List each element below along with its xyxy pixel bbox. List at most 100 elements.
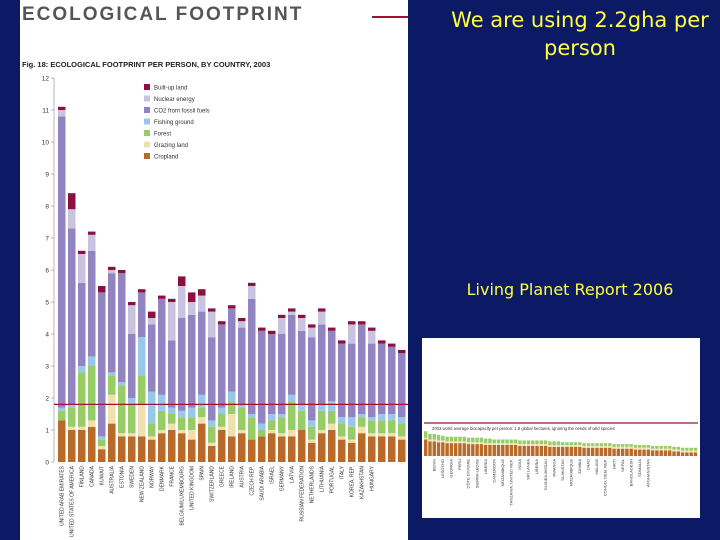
inset-bar-segment <box>676 449 681 452</box>
inset-bar-segment <box>496 443 501 445</box>
inset-x-tick-label: MOZAMBIQUE <box>500 459 505 487</box>
bar-segment <box>288 436 296 462</box>
inset-bar-segment <box>659 448 663 451</box>
inset-bar-segment <box>663 445 668 449</box>
bar-segment <box>388 436 396 462</box>
bar-segment <box>148 439 156 462</box>
inset-bar-segment <box>522 444 526 446</box>
inset-bar-segment <box>586 447 591 456</box>
bar-segment <box>378 414 386 421</box>
inset-bar-segment <box>522 440 526 445</box>
bar-segment <box>148 423 156 437</box>
bar-segment <box>288 394 296 402</box>
bar-segment <box>128 334 136 398</box>
x-tick-label: AUSTRALIA <box>109 465 115 493</box>
bar-segment <box>78 426 86 430</box>
inset-bar-segment <box>573 446 578 456</box>
inset-bar-segment <box>655 448 659 451</box>
bar-segment <box>188 302 196 315</box>
inset-bar-segment <box>629 448 633 456</box>
bar-segment <box>78 250 86 254</box>
inset-bar-segment <box>466 444 471 456</box>
bar-segment <box>278 414 286 418</box>
bar-segment <box>248 417 256 440</box>
bar-segment <box>108 270 116 274</box>
inset-x-tick-label: LIBERIA <box>534 459 539 475</box>
inset-x-tick-label: NEPAL <box>620 458 625 472</box>
bar-segment <box>178 318 186 411</box>
bar-segment <box>168 430 176 462</box>
inset-bar-segment <box>522 445 526 456</box>
inset-x-tick-label: TANZANIA, UNITED REP. <box>509 459 514 506</box>
bar-segment <box>158 433 166 462</box>
inset-bar-segment <box>672 451 676 456</box>
x-tick-label: PORTUGAL <box>329 466 335 494</box>
legend-swatch <box>144 153 150 159</box>
inset-bar-segment <box>479 437 484 443</box>
bar-segment <box>268 433 276 462</box>
inset-bar-segment <box>501 439 505 444</box>
inset-x-tick-label: RWANDA <box>551 459 556 477</box>
inset-bar-segment <box>676 446 681 450</box>
bar-segment <box>68 193 76 210</box>
bar-segment <box>138 436 146 462</box>
bar-segment <box>98 446 106 450</box>
bar-segment <box>308 337 316 421</box>
x-tick-label: KOREA, REP. <box>349 466 355 497</box>
x-tick-label: IRELAND <box>229 466 235 488</box>
bar-segment <box>168 407 176 414</box>
inset-bar-segment <box>505 445 509 456</box>
bar-segment <box>308 442 316 462</box>
inset-bar-segment <box>612 444 616 447</box>
inset-bar-segment <box>488 438 492 444</box>
bar-segment <box>338 439 346 462</box>
inset-bar-segment <box>513 445 518 456</box>
inset-bar-segment <box>561 442 565 445</box>
bar-segment <box>288 401 296 430</box>
inset-bar-segment <box>646 447 651 450</box>
inset-bar-segment <box>458 443 462 456</box>
bar-segment <box>178 417 186 430</box>
bar-segment <box>218 430 226 462</box>
bar-segment <box>108 423 116 462</box>
inset-bar-segment <box>582 445 586 448</box>
y-tick-label: 5 <box>45 300 49 307</box>
bar-segment <box>188 430 196 440</box>
bar-segment <box>228 305 236 309</box>
y-tick-label: 10 <box>42 140 50 147</box>
bar-segment <box>68 430 76 462</box>
bar-segment <box>228 436 236 462</box>
x-tick-label: UNITED KINGDOM <box>189 466 195 510</box>
inset-bar-segment <box>603 447 608 456</box>
bar-segment <box>188 314 196 408</box>
x-tick-label: AUSTRIA <box>239 465 245 487</box>
y-tick-label: 1 <box>45 428 49 435</box>
bar-segment <box>368 343 376 418</box>
report-page: ECOLOGICAL FOOTPRINT Fig. 18: ECOLOGICAL… <box>20 0 408 540</box>
bar-segment <box>118 385 126 434</box>
bar-segment <box>328 410 336 424</box>
bar-segment <box>278 314 286 318</box>
legend-label: CO2 from fossil fuels <box>154 109 210 115</box>
inset-bar-segment <box>608 447 612 456</box>
inset-bar-segment <box>428 439 432 442</box>
bar-segment <box>148 324 156 392</box>
bar-segment <box>288 311 296 315</box>
inset-bar-segment <box>616 446 621 449</box>
bar-segment <box>268 334 276 414</box>
inset-bar-segment <box>599 447 603 456</box>
bar-segment <box>348 442 356 462</box>
inset-bar-segment <box>483 438 488 444</box>
bar-segment <box>88 356 96 366</box>
bar-segment <box>368 436 376 462</box>
bar-segment <box>388 433 396 437</box>
x-tick-label: NEW ZEALAND <box>139 466 145 503</box>
bar-segment <box>218 321 226 325</box>
inset-bar-segment <box>526 445 531 456</box>
bar-segment <box>218 426 226 430</box>
inset-bar-segment <box>518 445 522 456</box>
inset-bar-segment <box>646 445 651 448</box>
inset-bar-segment <box>513 443 518 445</box>
x-tick-label: BELGIUM/LUXEMBOURG <box>179 466 185 526</box>
inset-bar-segment <box>668 448 672 451</box>
